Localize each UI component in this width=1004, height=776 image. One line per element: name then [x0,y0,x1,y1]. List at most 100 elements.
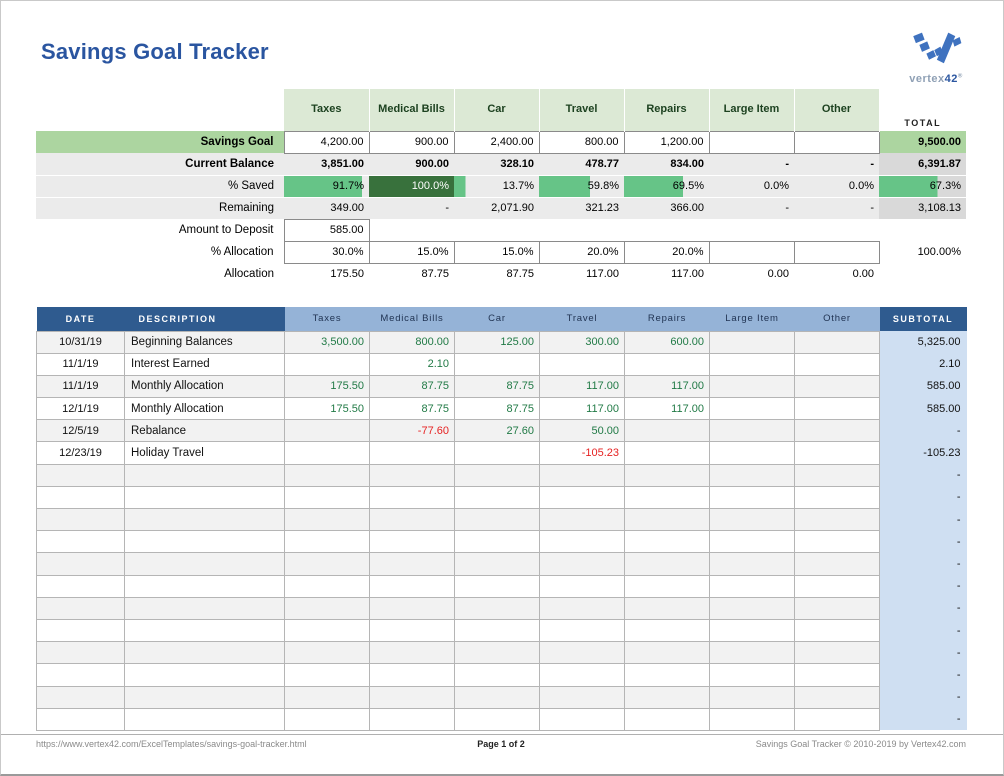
tx-date[interactable] [36,552,125,576]
tx-other[interactable] [794,441,880,465]
tx-travel[interactable]: 117.00 [539,397,625,421]
tx-medical-bills[interactable] [369,441,455,465]
tx-medical-bills[interactable] [369,596,455,620]
tx-repairs[interactable] [624,663,710,687]
tx-other[interactable] [794,574,880,598]
tx-taxes[interactable] [284,507,370,532]
tx-description[interactable] [124,485,285,510]
savings-goal-travel[interactable]: 800.00 [538,130,625,154]
tx-large-item[interactable] [709,485,795,510]
tx-taxes[interactable] [284,663,370,687]
tx-car[interactable] [454,485,540,510]
tx-travel[interactable] [539,485,625,510]
tx-date[interactable]: 10/31/19 [36,330,125,354]
tx-large-item[interactable] [709,374,795,399]
tx-car[interactable]: 87.75 [454,397,540,421]
tx-other[interactable] [794,419,880,443]
tx-large-item[interactable] [709,530,795,554]
tx-date[interactable] [36,574,125,598]
tx-date[interactable]: 12/23/19 [36,441,125,465]
tx-other[interactable] [794,397,880,421]
pct-allocation-travel[interactable]: 20.0% [538,240,625,264]
tx-taxes[interactable] [284,685,370,709]
tx-repairs[interactable] [624,441,710,465]
tx-medical-bills[interactable] [369,574,455,598]
tx-car[interactable]: 87.75 [454,374,540,399]
tx-date[interactable]: 12/1/19 [36,397,125,421]
tx-travel[interactable] [539,463,625,487]
tx-taxes[interactable] [284,485,370,510]
tx-date[interactable] [36,507,125,532]
tx-car[interactable] [454,441,540,465]
tx-taxes[interactable] [284,419,370,443]
tx-description[interactable]: Monthly Allocation [124,397,285,421]
tx-date[interactable] [36,663,125,687]
tx-description[interactable]: Interest Earned [124,352,285,376]
tx-taxes[interactable] [284,463,370,487]
tx-car[interactable] [454,685,540,709]
tx-large-item[interactable] [709,352,795,376]
tx-medical-bills[interactable]: 87.75 [369,397,455,421]
tx-large-item[interactable] [709,641,795,665]
pct-allocation-other[interactable] [793,240,880,264]
tx-car[interactable] [454,352,540,376]
tx-taxes[interactable] [284,618,370,643]
tx-description[interactable] [124,574,285,598]
tx-repairs[interactable] [624,707,710,731]
pct-allocation-car[interactable]: 15.0% [453,240,540,264]
tx-date[interactable] [36,707,125,731]
tx-large-item[interactable] [709,330,795,354]
tx-other[interactable] [794,618,880,643]
tx-taxes[interactable]: 175.50 [284,374,370,399]
tx-medical-bills[interactable]: 2.10 [369,352,455,376]
tx-repairs[interactable] [624,552,710,576]
tx-travel[interactable] [539,685,625,709]
tx-taxes[interactable] [284,552,370,576]
tx-car[interactable] [454,463,540,487]
tx-travel[interactable]: 300.00 [539,330,625,354]
tx-description[interactable] [124,641,285,665]
tx-repairs[interactable] [624,596,710,620]
tx-description[interactable]: Rebalance [124,419,285,443]
tx-medical-bills[interactable]: 87.75 [369,374,455,399]
tx-repairs[interactable]: 117.00 [624,397,710,421]
tx-repairs[interactable] [624,530,710,554]
tx-repairs[interactable] [624,641,710,665]
tx-large-item[interactable] [709,419,795,443]
tx-travel[interactable] [539,352,625,376]
tx-taxes[interactable] [284,441,370,465]
tx-repairs[interactable] [624,685,710,709]
tx-description[interactable] [124,685,285,709]
tx-description[interactable] [124,596,285,620]
tx-car[interactable] [454,507,540,532]
tx-other[interactable] [794,530,880,554]
tx-large-item[interactable] [709,663,795,687]
tx-large-item[interactable] [709,463,795,487]
pct-allocation-taxes[interactable]: 30.0% [283,240,370,264]
tx-car[interactable] [454,552,540,576]
tx-car[interactable] [454,618,540,643]
tx-other[interactable] [794,485,880,510]
tx-medical-bills[interactable] [369,552,455,576]
tx-large-item[interactable] [709,618,795,643]
tx-car[interactable] [454,574,540,598]
tx-date[interactable] [36,685,125,709]
tx-other[interactable] [794,507,880,532]
tx-repairs[interactable]: 600.00 [624,330,710,354]
tx-other[interactable] [794,707,880,731]
tx-medical-bills[interactable]: -77.60 [369,419,455,443]
savings-goal-large-item[interactable] [708,130,795,154]
amount-to-deposit-input[interactable]: 585.00 [283,218,370,242]
savings-goal-car[interactable]: 2,400.00 [453,130,540,154]
pct-allocation-medical-bills[interactable]: 15.0% [368,240,455,264]
savings-goal-taxes[interactable]: 4,200.00 [283,130,370,154]
tx-car[interactable]: 27.60 [454,419,540,443]
tx-other[interactable] [794,463,880,487]
tx-large-item[interactable] [709,552,795,576]
savings-goal-repairs[interactable]: 1,200.00 [623,130,710,154]
tx-description[interactable] [124,618,285,643]
tx-date[interactable]: 11/1/19 [36,352,125,376]
tx-other[interactable] [794,374,880,399]
tx-large-item[interactable] [709,507,795,532]
tx-description[interactable] [124,530,285,554]
